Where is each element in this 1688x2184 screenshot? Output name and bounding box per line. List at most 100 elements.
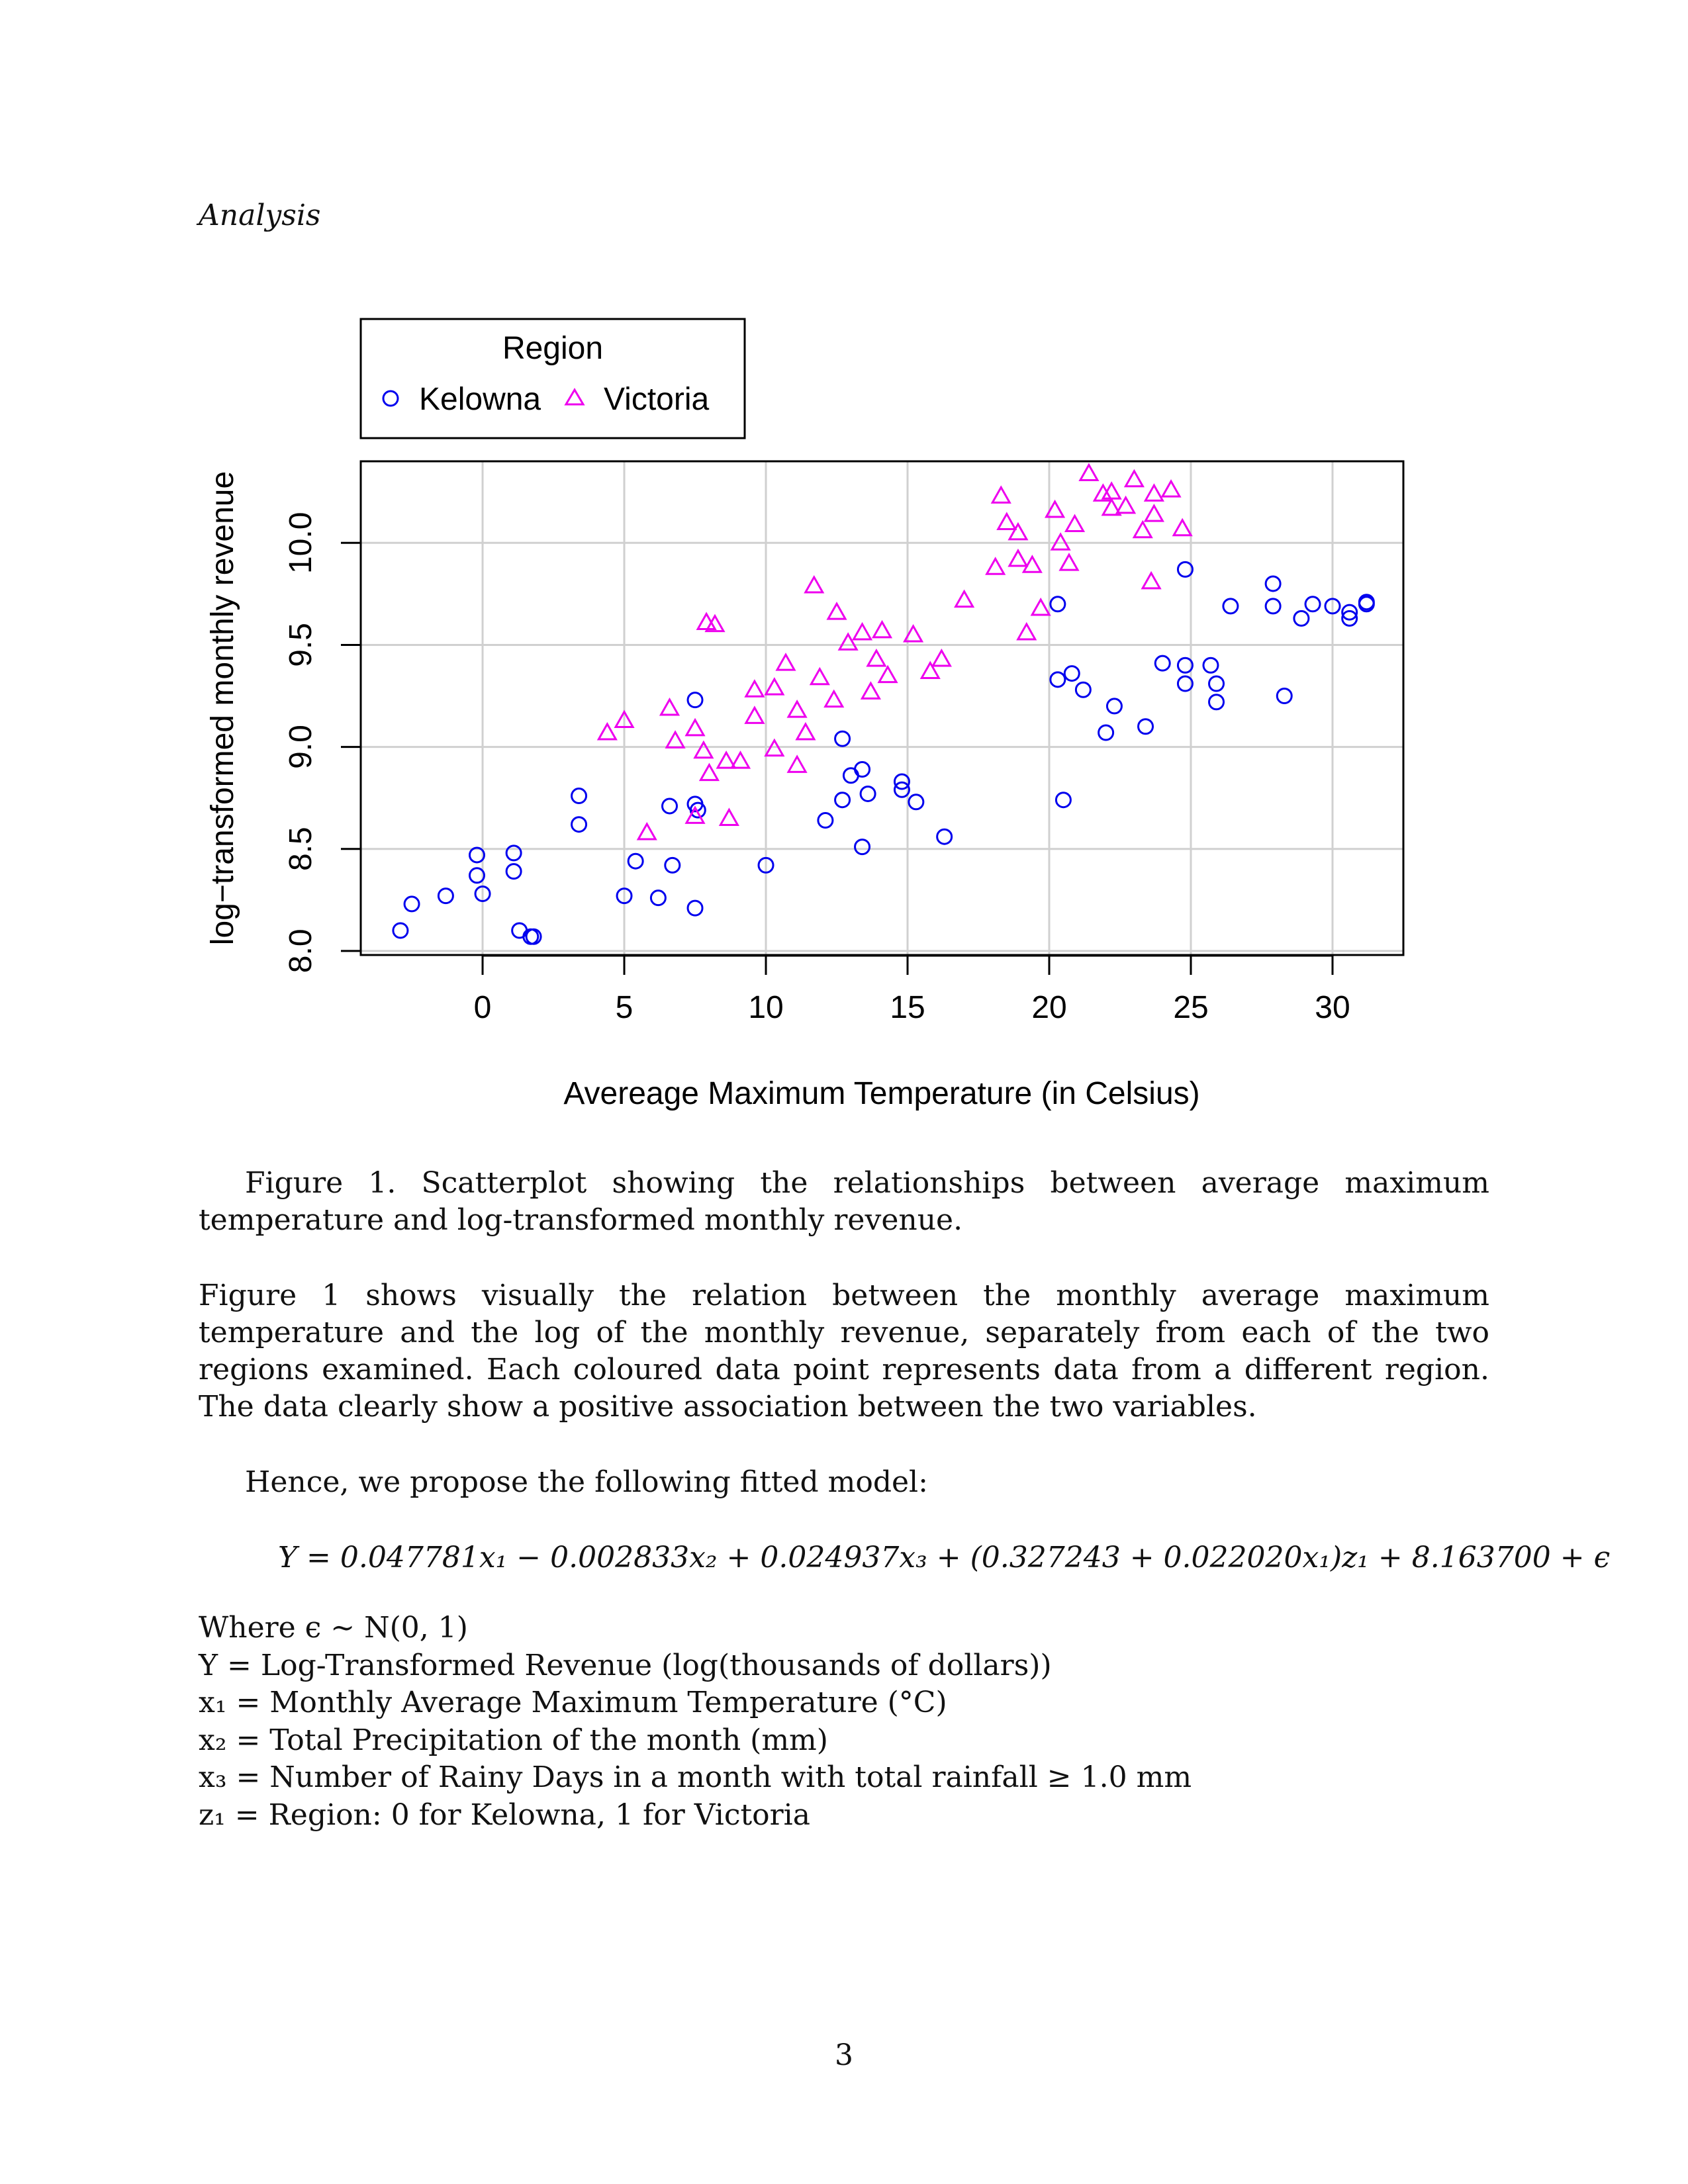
point-kelowna bbox=[1049, 671, 1066, 688]
point-victoria bbox=[1016, 621, 1037, 641]
x-tick-label: 25 bbox=[1173, 990, 1208, 1025]
point-victoria bbox=[614, 709, 635, 728]
point-kelowna bbox=[1208, 694, 1225, 711]
point-kelowna bbox=[817, 812, 834, 829]
point-victoria bbox=[1092, 483, 1113, 502]
point-kelowna bbox=[686, 692, 704, 709]
x-tick-label: 15 bbox=[890, 990, 925, 1025]
point-victoria bbox=[665, 730, 686, 749]
point-victoria bbox=[1143, 504, 1164, 522]
point-kelowna bbox=[505, 844, 522, 862]
point-kelowna bbox=[392, 922, 409, 939]
point-kelowna bbox=[1176, 657, 1194, 674]
point-victoria bbox=[1172, 518, 1193, 537]
point-victoria bbox=[919, 660, 941, 680]
x-tick-label: 0 bbox=[474, 990, 492, 1025]
point-victoria bbox=[877, 664, 898, 684]
page-number: 3 bbox=[835, 2038, 853, 2072]
point-kelowna bbox=[437, 887, 454, 905]
point-victoria bbox=[1008, 548, 1029, 567]
point-victoria bbox=[871, 619, 893, 639]
point-kelowna bbox=[1264, 575, 1282, 592]
y-tick-label: 9.5 bbox=[283, 623, 318, 667]
point-kelowna bbox=[936, 828, 953, 845]
point-kelowna bbox=[854, 760, 871, 778]
point-victoria bbox=[1021, 555, 1043, 573]
point-kelowna bbox=[1176, 675, 1194, 692]
point-kelowna bbox=[854, 839, 871, 856]
point-kelowna bbox=[834, 792, 851, 809]
point-victoria bbox=[1045, 499, 1066, 518]
point-victoria bbox=[1141, 570, 1162, 590]
point-kelowna bbox=[1222, 598, 1239, 615]
point-victoria bbox=[903, 623, 924, 643]
point-victoria bbox=[826, 602, 847, 620]
point-victoria bbox=[1050, 532, 1071, 551]
point-victoria bbox=[1008, 522, 1029, 541]
definition-x3: x₃ = Number of Rainy Days in a month wit… bbox=[199, 1760, 1192, 1794]
point-victoria bbox=[684, 717, 706, 737]
point-victoria bbox=[954, 589, 975, 608]
point-kelowna bbox=[505, 863, 522, 880]
definition-epsilon: Where ϵ ~ N(0, 1) bbox=[199, 1611, 468, 1645]
point-kelowna bbox=[1304, 596, 1321, 613]
point-victoria bbox=[1115, 495, 1137, 514]
point-victoria bbox=[1143, 483, 1164, 502]
point-victoria bbox=[985, 557, 1006, 575]
y-tick-label: 8.5 bbox=[283, 827, 318, 871]
point-victoria bbox=[596, 721, 618, 741]
legend-label-kelowna: Kelowna bbox=[419, 382, 541, 417]
point-victoria bbox=[996, 512, 1017, 530]
point-victoria bbox=[693, 740, 714, 759]
point-kelowna bbox=[627, 852, 644, 870]
point-kelowna bbox=[474, 886, 491, 903]
x-tick-label: 5 bbox=[616, 990, 633, 1025]
point-victoria bbox=[823, 689, 845, 708]
point-kelowna bbox=[757, 856, 774, 874]
point-victoria bbox=[764, 677, 785, 696]
point-kelowna bbox=[1341, 610, 1358, 627]
point-victoria bbox=[1078, 463, 1100, 481]
point-kelowna bbox=[403, 895, 420, 913]
point-kelowna bbox=[893, 773, 910, 790]
point-victoria bbox=[1101, 497, 1122, 516]
point-victoria bbox=[729, 751, 751, 769]
point-victoria bbox=[1064, 514, 1086, 533]
point-kelowna bbox=[1176, 561, 1194, 578]
point-kelowna bbox=[834, 730, 851, 747]
point-victoria bbox=[931, 648, 952, 667]
point-victoria bbox=[837, 632, 859, 651]
point-victoria bbox=[809, 666, 830, 686]
point-victoria bbox=[786, 700, 808, 718]
point-victoria bbox=[718, 807, 739, 826]
point-kelowna bbox=[1202, 657, 1219, 674]
point-victoria bbox=[1030, 597, 1051, 616]
point-kelowna bbox=[1137, 718, 1154, 735]
paragraph-description: Figure 1 shows visually the relation bet… bbox=[199, 1279, 1489, 1424]
point-victoria bbox=[851, 621, 873, 641]
legend-box bbox=[359, 318, 746, 439]
point-victoria bbox=[659, 697, 680, 716]
plot-frame bbox=[359, 460, 1405, 956]
running-head: Analysis bbox=[199, 199, 321, 232]
point-kelowna bbox=[1276, 688, 1293, 705]
point-victoria bbox=[804, 574, 825, 594]
point-kelowna bbox=[571, 816, 588, 833]
point-victoria bbox=[1058, 553, 1080, 571]
point-kelowna bbox=[686, 899, 704, 917]
point-kelowna bbox=[1264, 598, 1282, 615]
variable-definitions: Where ϵ ~ N(0, 1) Y = Log-Transformed Re… bbox=[199, 1610, 1192, 1834]
point-kelowna bbox=[571, 788, 588, 805]
point-kelowna bbox=[1098, 724, 1115, 741]
point-victoria bbox=[866, 648, 887, 667]
point-kelowna bbox=[1074, 681, 1092, 698]
legend-title: Region bbox=[502, 331, 603, 366]
point-kelowna bbox=[859, 785, 876, 802]
point-kelowna bbox=[1105, 698, 1123, 715]
point-victoria bbox=[704, 614, 726, 633]
point-kelowna bbox=[664, 856, 681, 874]
paragraph-model-intro: Hence, we propose the following fitted m… bbox=[245, 1465, 928, 1499]
point-kelowna bbox=[661, 797, 679, 815]
point-kelowna bbox=[689, 801, 706, 819]
x-tick-label: 30 bbox=[1315, 990, 1350, 1025]
